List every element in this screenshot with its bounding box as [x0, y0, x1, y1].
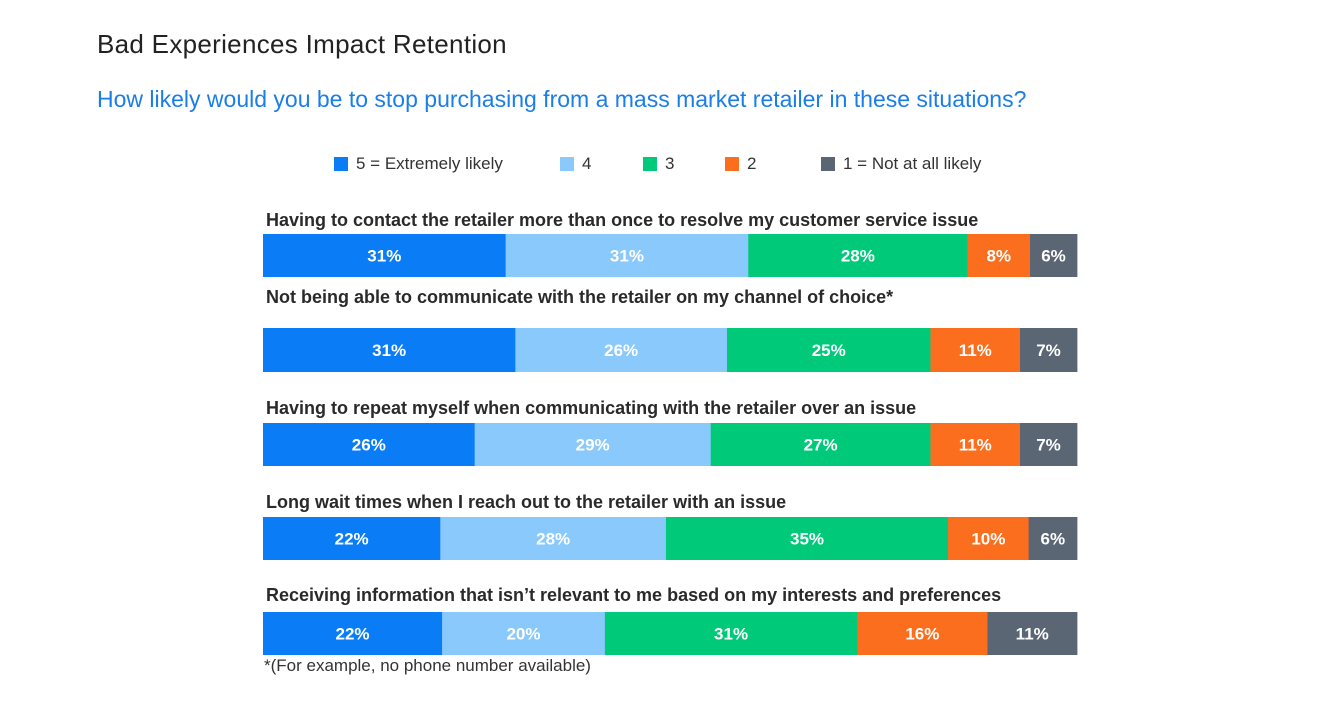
legend-label-4: 4: [582, 154, 592, 173]
bar-segment: [263, 234, 507, 277]
legend-swatch-5: [334, 157, 348, 171]
bar-segment: [515, 328, 728, 372]
bar-segment: [604, 612, 858, 655]
bar-segment: [263, 423, 476, 466]
data-label: 11%: [1016, 625, 1049, 644]
chart-subtitle: How likely would you be to stop purchasi…: [97, 86, 1027, 112]
data-label: 28%: [841, 247, 875, 266]
data-label: 16%: [905, 625, 939, 644]
chart-title: Bad Experiences Impact Retention: [97, 29, 507, 59]
category-label: Having to repeat myself when communicati…: [266, 398, 916, 418]
bar-segment: [948, 517, 1030, 560]
data-label: 6%: [1041, 530, 1066, 549]
data-label: 8%: [986, 247, 1011, 266]
data-label: 31%: [372, 341, 406, 360]
legend: 5 = Extremely likely 4 3 2 1 = Not at al…: [0, 152, 1323, 176]
bar-segment: [1020, 328, 1078, 372]
bar-segment: [930, 423, 1021, 466]
data-label: 26%: [352, 436, 386, 455]
bar-segment: [263, 612, 443, 655]
data-label: 31%: [367, 247, 401, 266]
legend-label-3: 3: [665, 154, 675, 173]
data-label: 22%: [336, 625, 370, 644]
bar-segment: [857, 612, 988, 655]
legend-item-4: 4: [560, 152, 591, 176]
bar-segment: [505, 234, 749, 277]
data-label: 31%: [610, 247, 644, 266]
data-label: 6%: [1041, 247, 1066, 266]
category-label: Not being able to communicate with the r…: [266, 287, 893, 307]
data-label: 20%: [506, 625, 540, 644]
bar-segment: [474, 423, 712, 466]
data-label: 35%: [790, 530, 824, 549]
bar-segment: [726, 328, 931, 372]
legend-label-1: 1 = Not at all likely: [843, 154, 982, 173]
bar-segment: [967, 234, 1031, 277]
data-label: 25%: [812, 341, 846, 360]
legend-swatch-2: [725, 157, 739, 171]
data-label: 22%: [335, 530, 369, 549]
legend-swatch-1: [821, 157, 835, 171]
category-label: Having to contact the retailer more than…: [266, 210, 978, 230]
bar-segment: [263, 328, 516, 372]
bar-segment: [710, 423, 931, 466]
data-label: 10%: [971, 530, 1005, 549]
data-label: 27%: [804, 436, 838, 455]
legend-item-1: 1 = Not at all likely: [821, 152, 981, 176]
legend-swatch-3: [643, 157, 657, 171]
legend-item-2: 2: [725, 152, 756, 176]
bar-segment: [442, 612, 606, 655]
legend-label-2: 2: [747, 154, 757, 173]
bar-segment: [1030, 234, 1078, 277]
data-label: 28%: [536, 530, 570, 549]
bar-segment: [987, 612, 1078, 655]
bar-segment: [665, 517, 949, 560]
data-label: 29%: [576, 436, 610, 455]
data-label: 31%: [714, 625, 748, 644]
bar-segment: [1028, 517, 1078, 560]
category-label: Long wait times when I reach out to the …: [266, 492, 786, 512]
legend-label-5: 5 = Extremely likely: [356, 154, 503, 173]
bar-segment: [440, 517, 667, 560]
data-label: 11%: [959, 341, 992, 360]
bar-segment: [1020, 423, 1078, 466]
legend-item-3: 3: [643, 152, 674, 176]
data-label: 7%: [1036, 341, 1061, 360]
legend-item-5: 5 = Extremely likely: [334, 152, 503, 176]
data-label: 26%: [604, 341, 638, 360]
category-label: Receiving information that isn’t relevan…: [266, 585, 1001, 605]
bar-segment: [748, 234, 968, 277]
bar-segment: [263, 517, 441, 560]
legend-swatch-4: [560, 157, 574, 171]
data-label: 7%: [1036, 436, 1061, 455]
footnote: *(For example, no phone number available…: [264, 656, 591, 675]
data-label: 11%: [959, 436, 992, 455]
bar-segment: [930, 328, 1021, 372]
